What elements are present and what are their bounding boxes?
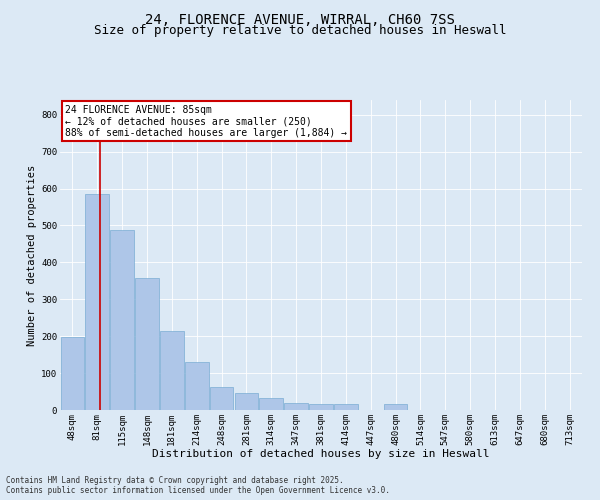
- Bar: [210, 387, 233, 410]
- X-axis label: Distribution of detached houses by size in Heswall: Distribution of detached houses by size …: [152, 449, 490, 459]
- Text: 24 FLORENCE AVENUE: 85sqm
← 12% of detached houses are smaller (250)
88% of semi: 24 FLORENCE AVENUE: 85sqm ← 12% of detac…: [65, 104, 347, 138]
- Text: Contains HM Land Registry data © Crown copyright and database right 2025.
Contai: Contains HM Land Registry data © Crown c…: [6, 476, 390, 495]
- Bar: [235, 392, 258, 410]
- Y-axis label: Number of detached properties: Number of detached properties: [27, 164, 37, 346]
- Bar: [110, 230, 134, 410]
- Bar: [334, 404, 358, 410]
- Bar: [309, 404, 333, 410]
- Bar: [259, 398, 283, 410]
- Bar: [61, 338, 84, 410]
- Text: 24, FLORENCE AVENUE, WIRRAL, CH60 7SS: 24, FLORENCE AVENUE, WIRRAL, CH60 7SS: [145, 12, 455, 26]
- Bar: [135, 278, 159, 410]
- Bar: [85, 194, 109, 410]
- Bar: [284, 402, 308, 410]
- Bar: [185, 362, 209, 410]
- Text: Size of property relative to detached houses in Heswall: Size of property relative to detached ho…: [94, 24, 506, 37]
- Bar: [384, 404, 407, 410]
- Bar: [160, 330, 184, 410]
